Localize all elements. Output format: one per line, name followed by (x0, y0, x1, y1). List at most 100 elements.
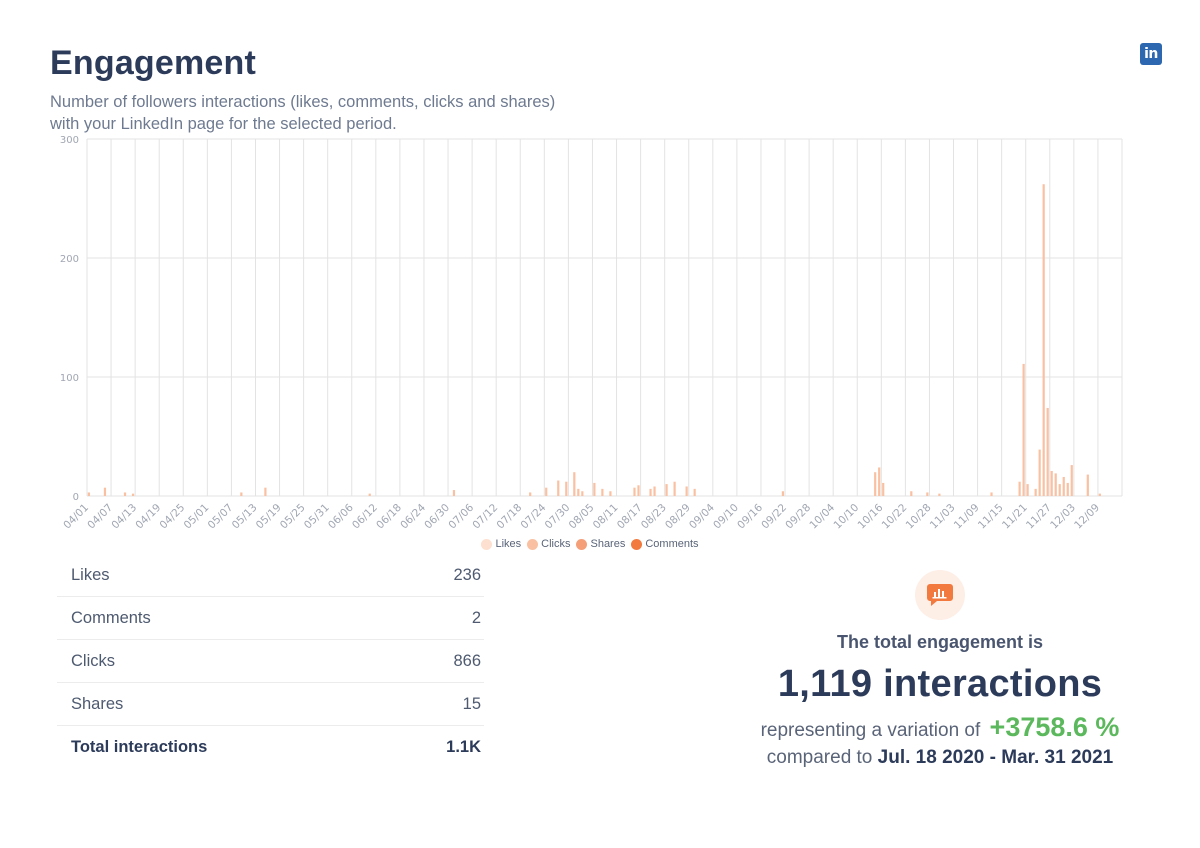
chart-bar (633, 487, 636, 496)
chart-bar (781, 491, 785, 496)
chart-bar (529, 492, 532, 496)
legend-item[interactable]: Clicks (527, 538, 570, 550)
stat-value: 236 (453, 566, 481, 584)
chart-bar (1086, 474, 1089, 496)
variation-prefix: representing a variation of (760, 720, 981, 741)
legend-item[interactable]: Likes (481, 538, 521, 550)
chart-bar (545, 487, 548, 496)
chart-bar (573, 472, 576, 496)
chart-bar (565, 481, 568, 496)
stat-row-shares: Shares 15 (57, 683, 484, 726)
chart-bar (1066, 482, 1069, 496)
chart-bar (123, 492, 127, 496)
chart-bar (693, 488, 696, 496)
legend-label: Comments (645, 538, 699, 550)
chart-bar (938, 493, 941, 496)
subtitle-line-1: Number of followers interactions (likes,… (50, 93, 556, 111)
chart-bar (240, 492, 243, 496)
chart-bar (1018, 481, 1021, 496)
linkedin-icon: in (1140, 43, 1162, 65)
stat-value: 15 (462, 694, 481, 713)
chart-bar (368, 493, 371, 496)
stat-row-total: Total interactions 1.1K (57, 726, 484, 768)
legend-swatch (576, 538, 588, 550)
chart-bar (878, 467, 881, 496)
stat-row-likes: Likes 236 (57, 555, 484, 597)
total-interactions-count: 1,119 interactions (777, 663, 1103, 705)
legend-swatch (527, 538, 539, 550)
chart-bar (990, 492, 993, 496)
chart-bar (1026, 484, 1029, 496)
chat-chart-glyph (927, 584, 953, 606)
chat-chart-icon (915, 570, 965, 620)
chart-bar (637, 485, 640, 496)
chart-bar (1054, 473, 1057, 496)
legend-item[interactable]: Shares (576, 538, 625, 550)
chart-bar (609, 491, 612, 496)
stat-label: Clicks (71, 651, 115, 670)
legend-label: Shares (590, 538, 626, 550)
stat-value: 866 (453, 651, 481, 670)
chart-bar (1038, 449, 1041, 496)
y-tick-label: 0 (73, 492, 79, 503)
engagement-summary: The total engagement is 1,119 interactio… (720, 570, 1160, 769)
chart-bar (673, 481, 676, 496)
chart-bar (103, 487, 107, 496)
x-tick-label: 12/09 (1072, 502, 1102, 530)
page-subtitle: Number of followers interactions (likes,… (50, 91, 670, 135)
legend-swatch (481, 538, 493, 550)
chart-bar (601, 488, 604, 496)
chart-bar (131, 493, 135, 496)
total-label: Total interactions (71, 737, 208, 756)
compare-prefix: compared to (766, 747, 873, 768)
stat-label: Comments (71, 608, 151, 627)
legend-swatch (631, 538, 643, 550)
chart-bar (665, 484, 668, 496)
chart-bar (1098, 493, 1101, 496)
stat-label: Shares (71, 694, 124, 713)
chart-bar (593, 482, 596, 496)
chart-bar (557, 480, 560, 496)
chart-bar (87, 492, 91, 496)
chart-bar (882, 482, 885, 496)
chart-bar (581, 491, 584, 496)
chart-bar (653, 486, 656, 496)
total-value: 1.1K (446, 737, 481, 756)
chart-bar (1034, 488, 1037, 496)
chart-bar (452, 490, 456, 496)
legend-label: Clicks (541, 538, 571, 550)
engagement-chart: 0 100 200 300 04/01 04/07 04/13 04/19 04/25 05/01… (0, 130, 1160, 535)
chart-canvas: 010020030004/0104/0704/1304/1904/2505/01… (60, 135, 1123, 532)
chart-bar (1042, 184, 1045, 496)
summary-lead: The total engagement is (836, 632, 1044, 652)
comparison-line: compared to Jul. 18 2020 - Mar. 31 2021 (720, 747, 1160, 769)
chart-bar (1046, 407, 1049, 496)
chart-bar (264, 487, 267, 496)
y-tick-label: 300 (60, 135, 79, 146)
chart-bar (1070, 465, 1073, 496)
stat-row-clicks: Clicks 866 (57, 640, 484, 683)
compare-period: Jul. 18 2020 - Mar. 31 2021 (877, 747, 1114, 768)
chart-legend: Likes Clicks Shares Comments (0, 538, 1180, 550)
variation-line: representing a variation of +3758.6 % (720, 712, 1160, 743)
subtitle-line-2: with your LinkedIn page for the selected… (50, 115, 397, 133)
chart-bar (1050, 471, 1053, 496)
chart-bar (874, 472, 877, 496)
page-title: Engagement (50, 44, 257, 82)
stat-label: Likes (71, 566, 110, 584)
chart-bar (1058, 484, 1061, 496)
legend-item[interactable]: Comments (631, 538, 699, 550)
y-tick-label: 200 (60, 254, 79, 265)
stats-table: Likes 236 Comments 2 Clicks 866 Shares 1… (57, 555, 484, 768)
stat-row-comments: Comments 2 (57, 597, 484, 640)
legend-label: Likes (495, 538, 522, 550)
chart-bar (685, 486, 688, 496)
variation-percent: +3758.6 % (989, 712, 1120, 742)
chart-bar (926, 492, 929, 496)
chart-bar (577, 488, 580, 496)
chart-bar (910, 491, 913, 496)
chart-bar (1062, 476, 1065, 496)
chart-bar (649, 488, 652, 496)
chart-bar (1022, 363, 1025, 496)
stat-value: 2 (471, 608, 481, 627)
